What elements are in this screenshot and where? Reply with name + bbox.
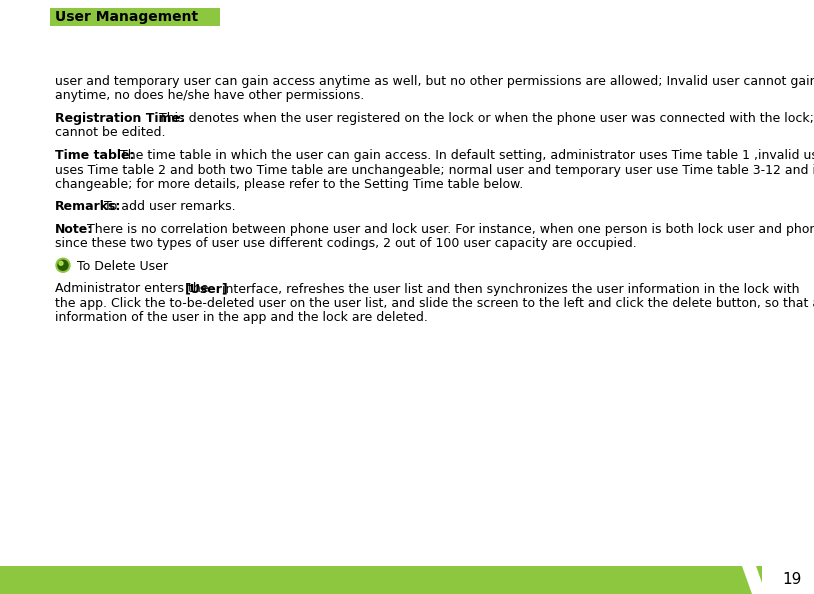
Text: the app. Click the to-be-deleted user on the user list, and slide the screen to : the app. Click the to-be-deleted user on… xyxy=(55,297,814,310)
Text: User Management: User Management xyxy=(55,10,198,24)
Text: There is no correlation between phone user and lock user. For instance, when one: There is no correlation between phone us… xyxy=(83,223,814,236)
Bar xyxy=(50,8,220,26)
Text: anytime, no does he/she have other permissions.: anytime, no does he/she have other permi… xyxy=(55,90,364,103)
Text: Registration Time:: Registration Time: xyxy=(55,112,185,125)
Text: This denotes when the user registered on the lock or when the phone user was con: This denotes when the user registered on… xyxy=(155,112,814,125)
Text: Note:: Note: xyxy=(55,223,94,236)
Text: [User]: [User] xyxy=(185,283,228,295)
Circle shape xyxy=(56,258,70,272)
Text: interface, refreshes the user list and then synchronizes the user information in: interface, refreshes the user list and t… xyxy=(218,283,799,295)
Text: To add user remarks.: To add user remarks. xyxy=(99,201,235,213)
Polygon shape xyxy=(742,566,766,594)
Text: information of the user in the app and the lock are deleted.: information of the user in the app and t… xyxy=(55,311,428,324)
Circle shape xyxy=(59,261,63,266)
Text: 19: 19 xyxy=(782,573,802,587)
Text: To Delete User: To Delete User xyxy=(77,260,168,273)
Text: Administrator enters the: Administrator enters the xyxy=(55,283,212,295)
Text: since these two types of user use different codings, 2 out of 100 user capacity : since these two types of user use differ… xyxy=(55,238,637,251)
Circle shape xyxy=(58,260,68,270)
Text: Remarks:: Remarks: xyxy=(55,201,121,213)
Text: user and temporary user can gain access anytime as well, but no other permission: user and temporary user can gain access … xyxy=(55,75,814,88)
Text: The time table in which the user can gain access. In default setting, administra: The time table in which the user can gai… xyxy=(116,149,814,162)
Text: Time table:: Time table: xyxy=(55,149,134,162)
Text: uses Time table 2 and both two Time table are unchangeable; normal user and temp: uses Time table 2 and both two Time tabl… xyxy=(55,163,814,176)
Bar xyxy=(762,566,814,594)
Text: cannot be edited.: cannot be edited. xyxy=(55,127,165,140)
Bar xyxy=(0,566,764,594)
Text: changeable; for more details, please refer to the Setting Time table below.: changeable; for more details, please ref… xyxy=(55,178,523,191)
